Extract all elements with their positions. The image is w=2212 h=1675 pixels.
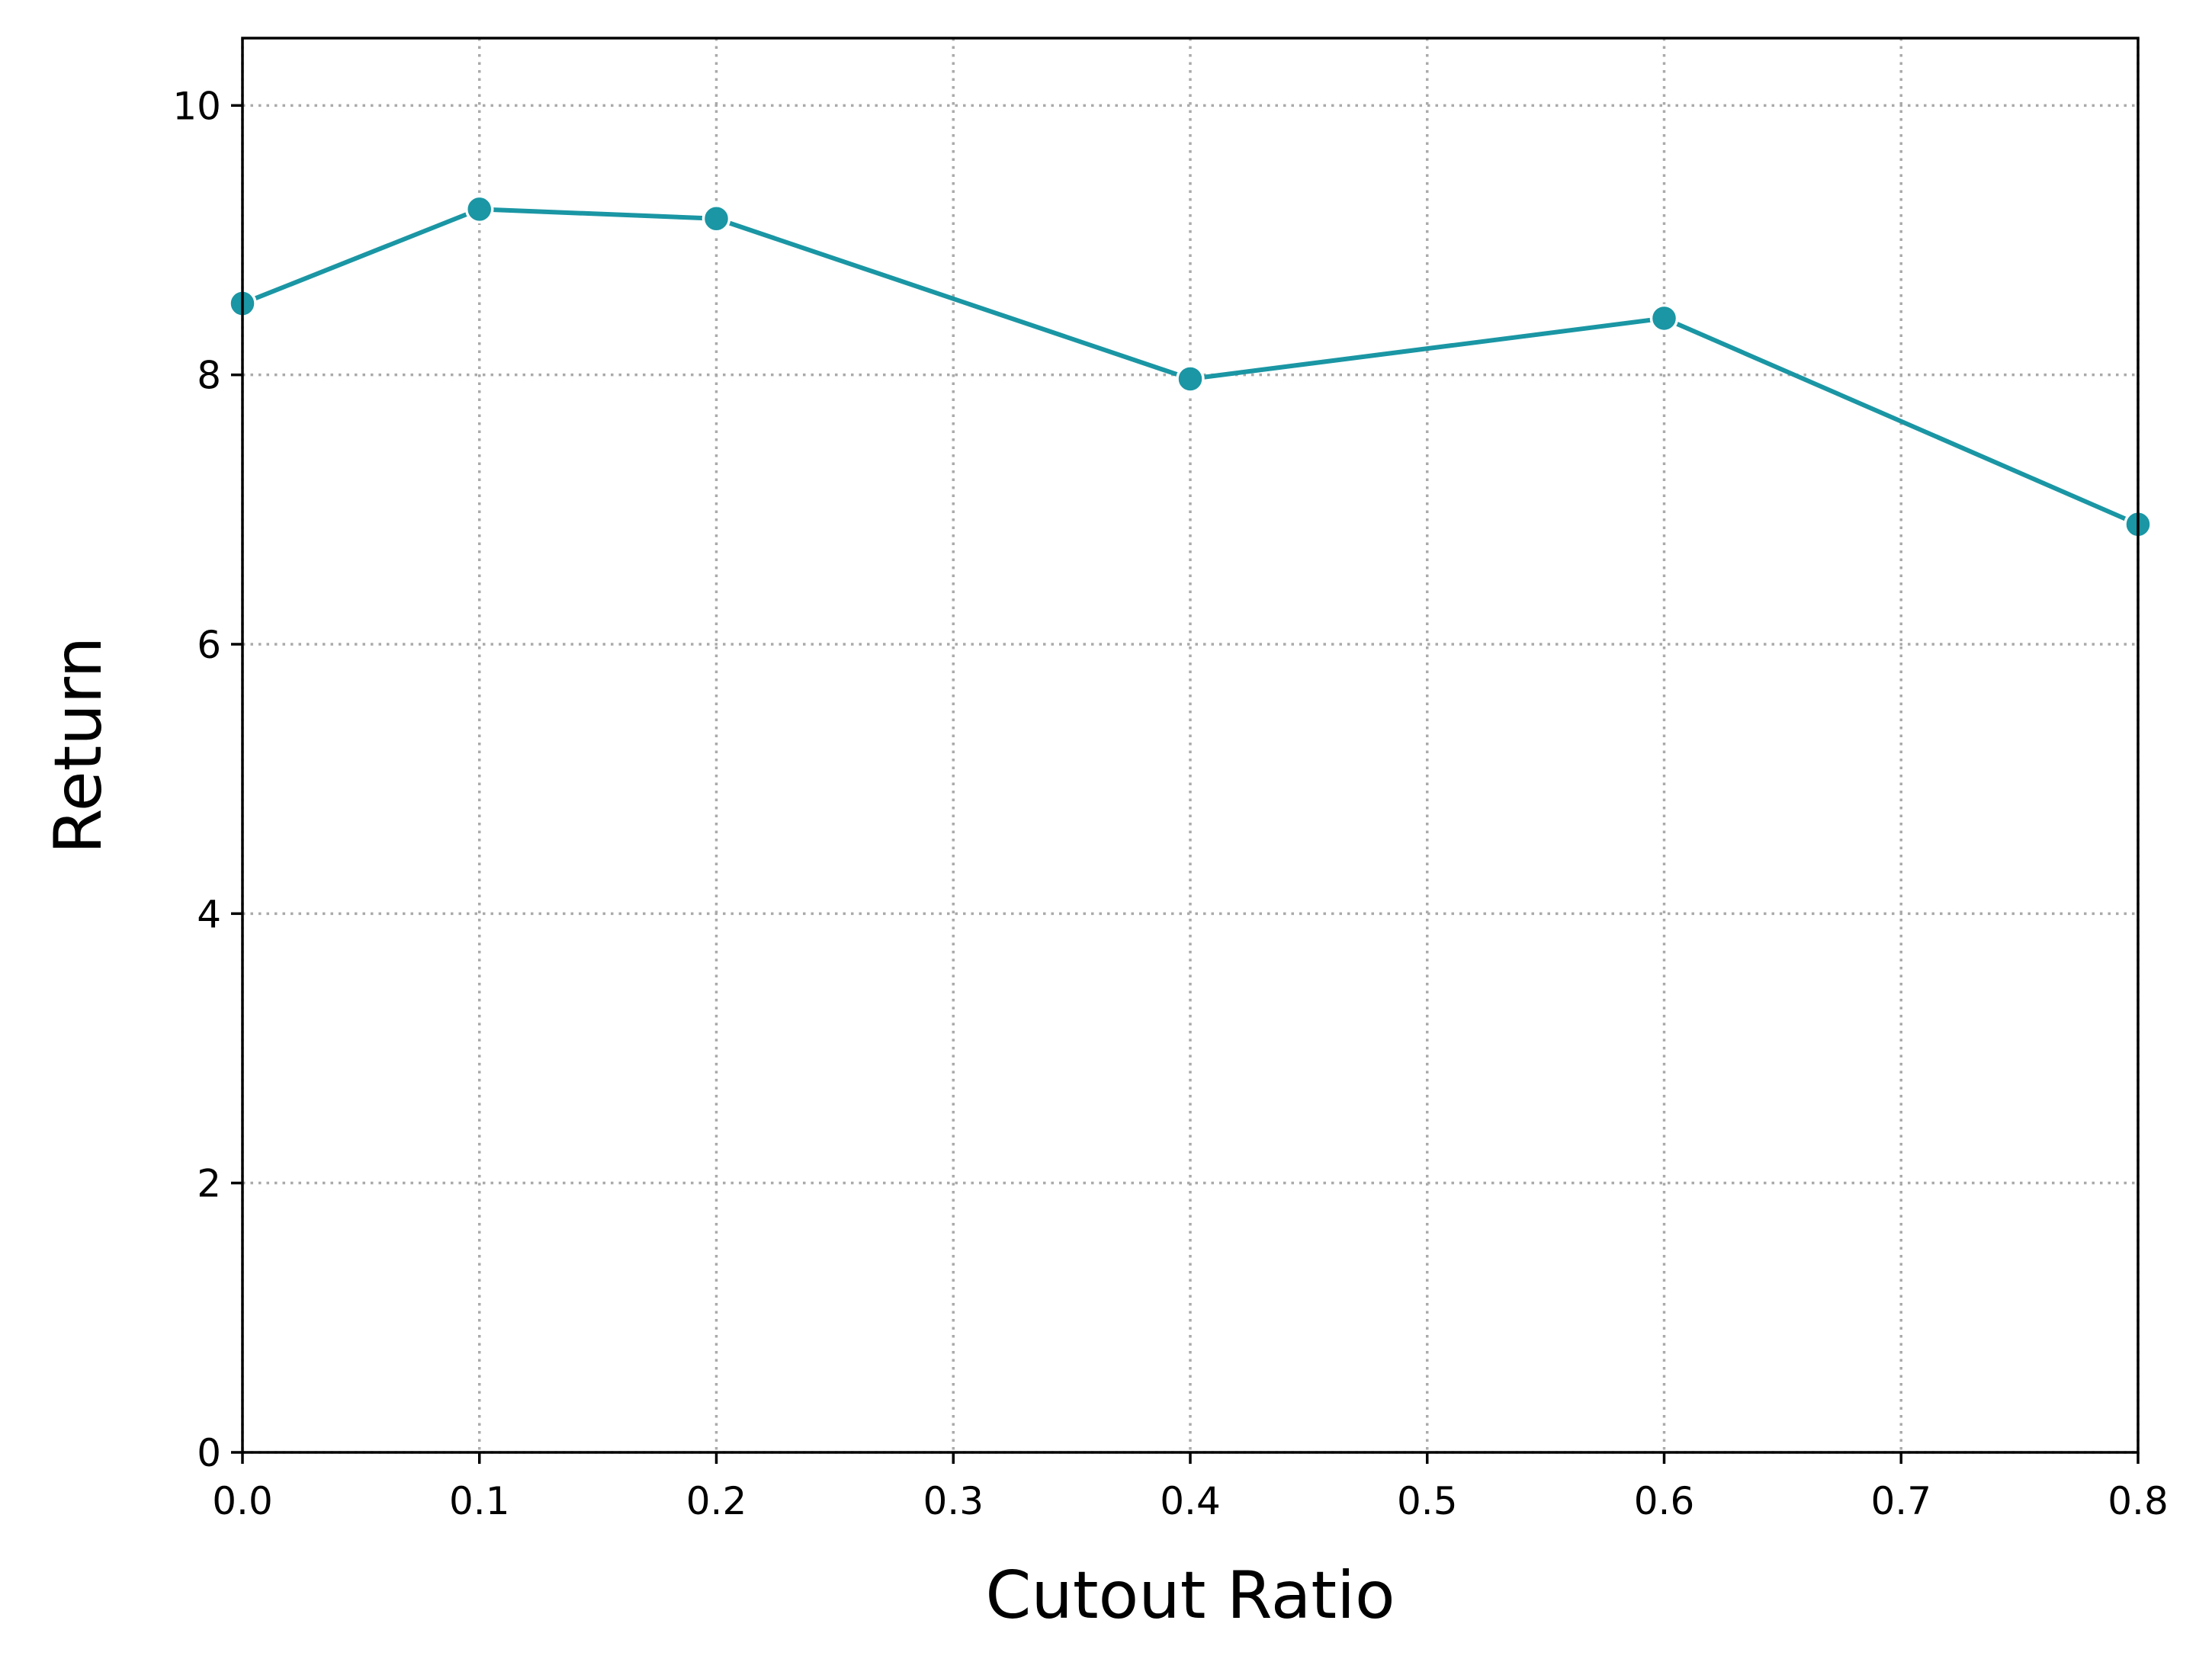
y-tick-label: 6 <box>197 623 221 667</box>
x-axis-label: Cutout Ratio <box>985 1558 1395 1634</box>
y-tick-label: 8 <box>197 354 221 398</box>
x-tick-label: 0.4 <box>1160 1479 1221 1523</box>
x-tick-label: 0.1 <box>449 1479 510 1523</box>
data-point <box>1649 303 1679 333</box>
data-point <box>465 194 494 224</box>
x-tick-label: 0.6 <box>1634 1479 1695 1523</box>
grid-lines <box>241 38 2140 1454</box>
x-tick-label: 0.3 <box>923 1479 984 1523</box>
x-tick-label: 0.7 <box>1870 1479 1931 1523</box>
x-tick-label: 0.5 <box>1397 1479 1458 1523</box>
y-tick-label: 4 <box>197 892 221 936</box>
y-tick-label: 10 <box>172 84 221 128</box>
y-tick-label: 0 <box>197 1431 221 1475</box>
data-point <box>1176 364 1205 393</box>
data-point <box>701 204 731 233</box>
series-layer <box>228 194 2153 539</box>
x-tick-label: 0.0 <box>212 1479 273 1523</box>
series-line <box>239 207 2141 528</box>
y-axis-label: Return <box>40 637 117 854</box>
x-tick-label: 0.8 <box>2108 1479 2169 1523</box>
x-tick-label: 0.2 <box>686 1479 747 1523</box>
y-tick-label: 2 <box>197 1162 221 1206</box>
x-tick-labels: 0.0 0.1 0.2 0.3 0.4 0.5 0.6 0.7 0.8 <box>212 1479 2169 1523</box>
tick-marks <box>231 104 2140 1464</box>
y-tick-labels: 0 2 4 6 8 10 <box>172 84 221 1475</box>
